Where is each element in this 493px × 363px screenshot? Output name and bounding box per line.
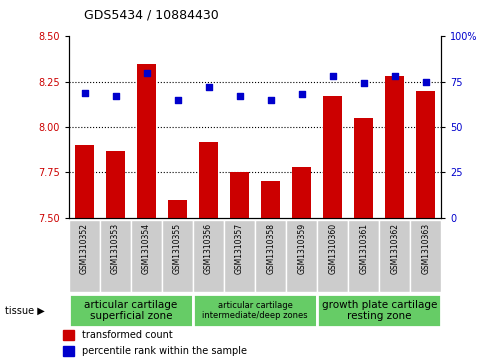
Bar [75, 145, 94, 218]
Bar [286, 220, 317, 292]
Text: tissue ▶: tissue ▶ [5, 305, 45, 315]
Bar [162, 220, 193, 292]
Bar [199, 142, 218, 218]
Point [236, 93, 244, 99]
Bar [317, 294, 441, 327]
Text: GSM1310353: GSM1310353 [111, 223, 120, 274]
Text: articular cartilage
superficial zone: articular cartilage superficial zone [84, 299, 177, 321]
Bar [137, 64, 156, 218]
Bar [317, 220, 348, 292]
Point [267, 97, 275, 103]
Text: articular cartilage
intermediate/deep zones: articular cartilage intermediate/deep zo… [202, 301, 308, 320]
Bar [168, 200, 187, 218]
Text: GSM1310355: GSM1310355 [173, 223, 182, 274]
Bar [323, 96, 342, 218]
Bar [348, 220, 379, 292]
Text: growth plate cartilage
resting zone: growth plate cartilage resting zone [321, 299, 437, 321]
Bar [410, 220, 441, 292]
Bar [354, 118, 373, 218]
Text: GSM1310363: GSM1310363 [421, 223, 430, 274]
Point [205, 84, 212, 90]
Bar [63, 330, 74, 340]
Point [329, 73, 337, 79]
Text: GSM1310357: GSM1310357 [235, 223, 244, 274]
Bar [63, 346, 74, 356]
Text: GSM1310358: GSM1310358 [266, 223, 275, 274]
Text: percentile rank within the sample: percentile rank within the sample [82, 346, 247, 356]
Bar [193, 294, 317, 327]
Bar [131, 220, 162, 292]
Bar [106, 151, 125, 218]
Bar [255, 220, 286, 292]
Point [298, 91, 306, 97]
Bar [379, 220, 410, 292]
Point [422, 79, 430, 85]
Bar [417, 91, 435, 218]
Bar [69, 220, 100, 292]
Text: transformed count: transformed count [82, 330, 173, 340]
Bar [261, 182, 280, 218]
Bar [386, 76, 404, 218]
Point [80, 90, 88, 95]
Point [391, 73, 399, 79]
Text: GSM1310362: GSM1310362 [390, 223, 399, 274]
Text: GSM1310354: GSM1310354 [142, 223, 151, 274]
Text: GSM1310361: GSM1310361 [359, 223, 368, 274]
Point [142, 70, 150, 76]
Point [360, 81, 368, 86]
Bar [69, 294, 193, 327]
Bar [292, 167, 311, 218]
Text: GSM1310352: GSM1310352 [80, 223, 89, 274]
Bar [193, 220, 224, 292]
Bar [100, 220, 131, 292]
Point [174, 97, 181, 103]
Text: GSM1310360: GSM1310360 [328, 223, 337, 274]
Text: GSM1310359: GSM1310359 [297, 223, 306, 274]
Bar [224, 220, 255, 292]
Text: GSM1310356: GSM1310356 [204, 223, 213, 274]
Text: GDS5434 / 10884430: GDS5434 / 10884430 [84, 9, 218, 22]
Point [111, 93, 119, 99]
Bar [230, 172, 249, 218]
